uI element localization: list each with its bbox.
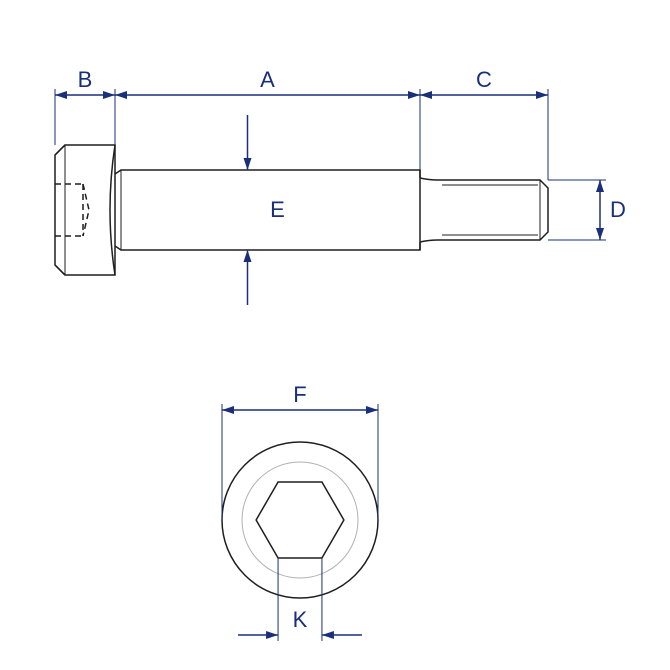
shoulder-screw-diagram: B A C D E F K [0, 0, 670, 670]
label-B: B [78, 67, 93, 92]
label-C: C [476, 67, 492, 92]
label-F: F [293, 382, 306, 407]
label-K: K [293, 607, 308, 632]
label-D: D [610, 197, 626, 222]
label-A: A [260, 67, 275, 92]
label-E: E [270, 197, 285, 222]
